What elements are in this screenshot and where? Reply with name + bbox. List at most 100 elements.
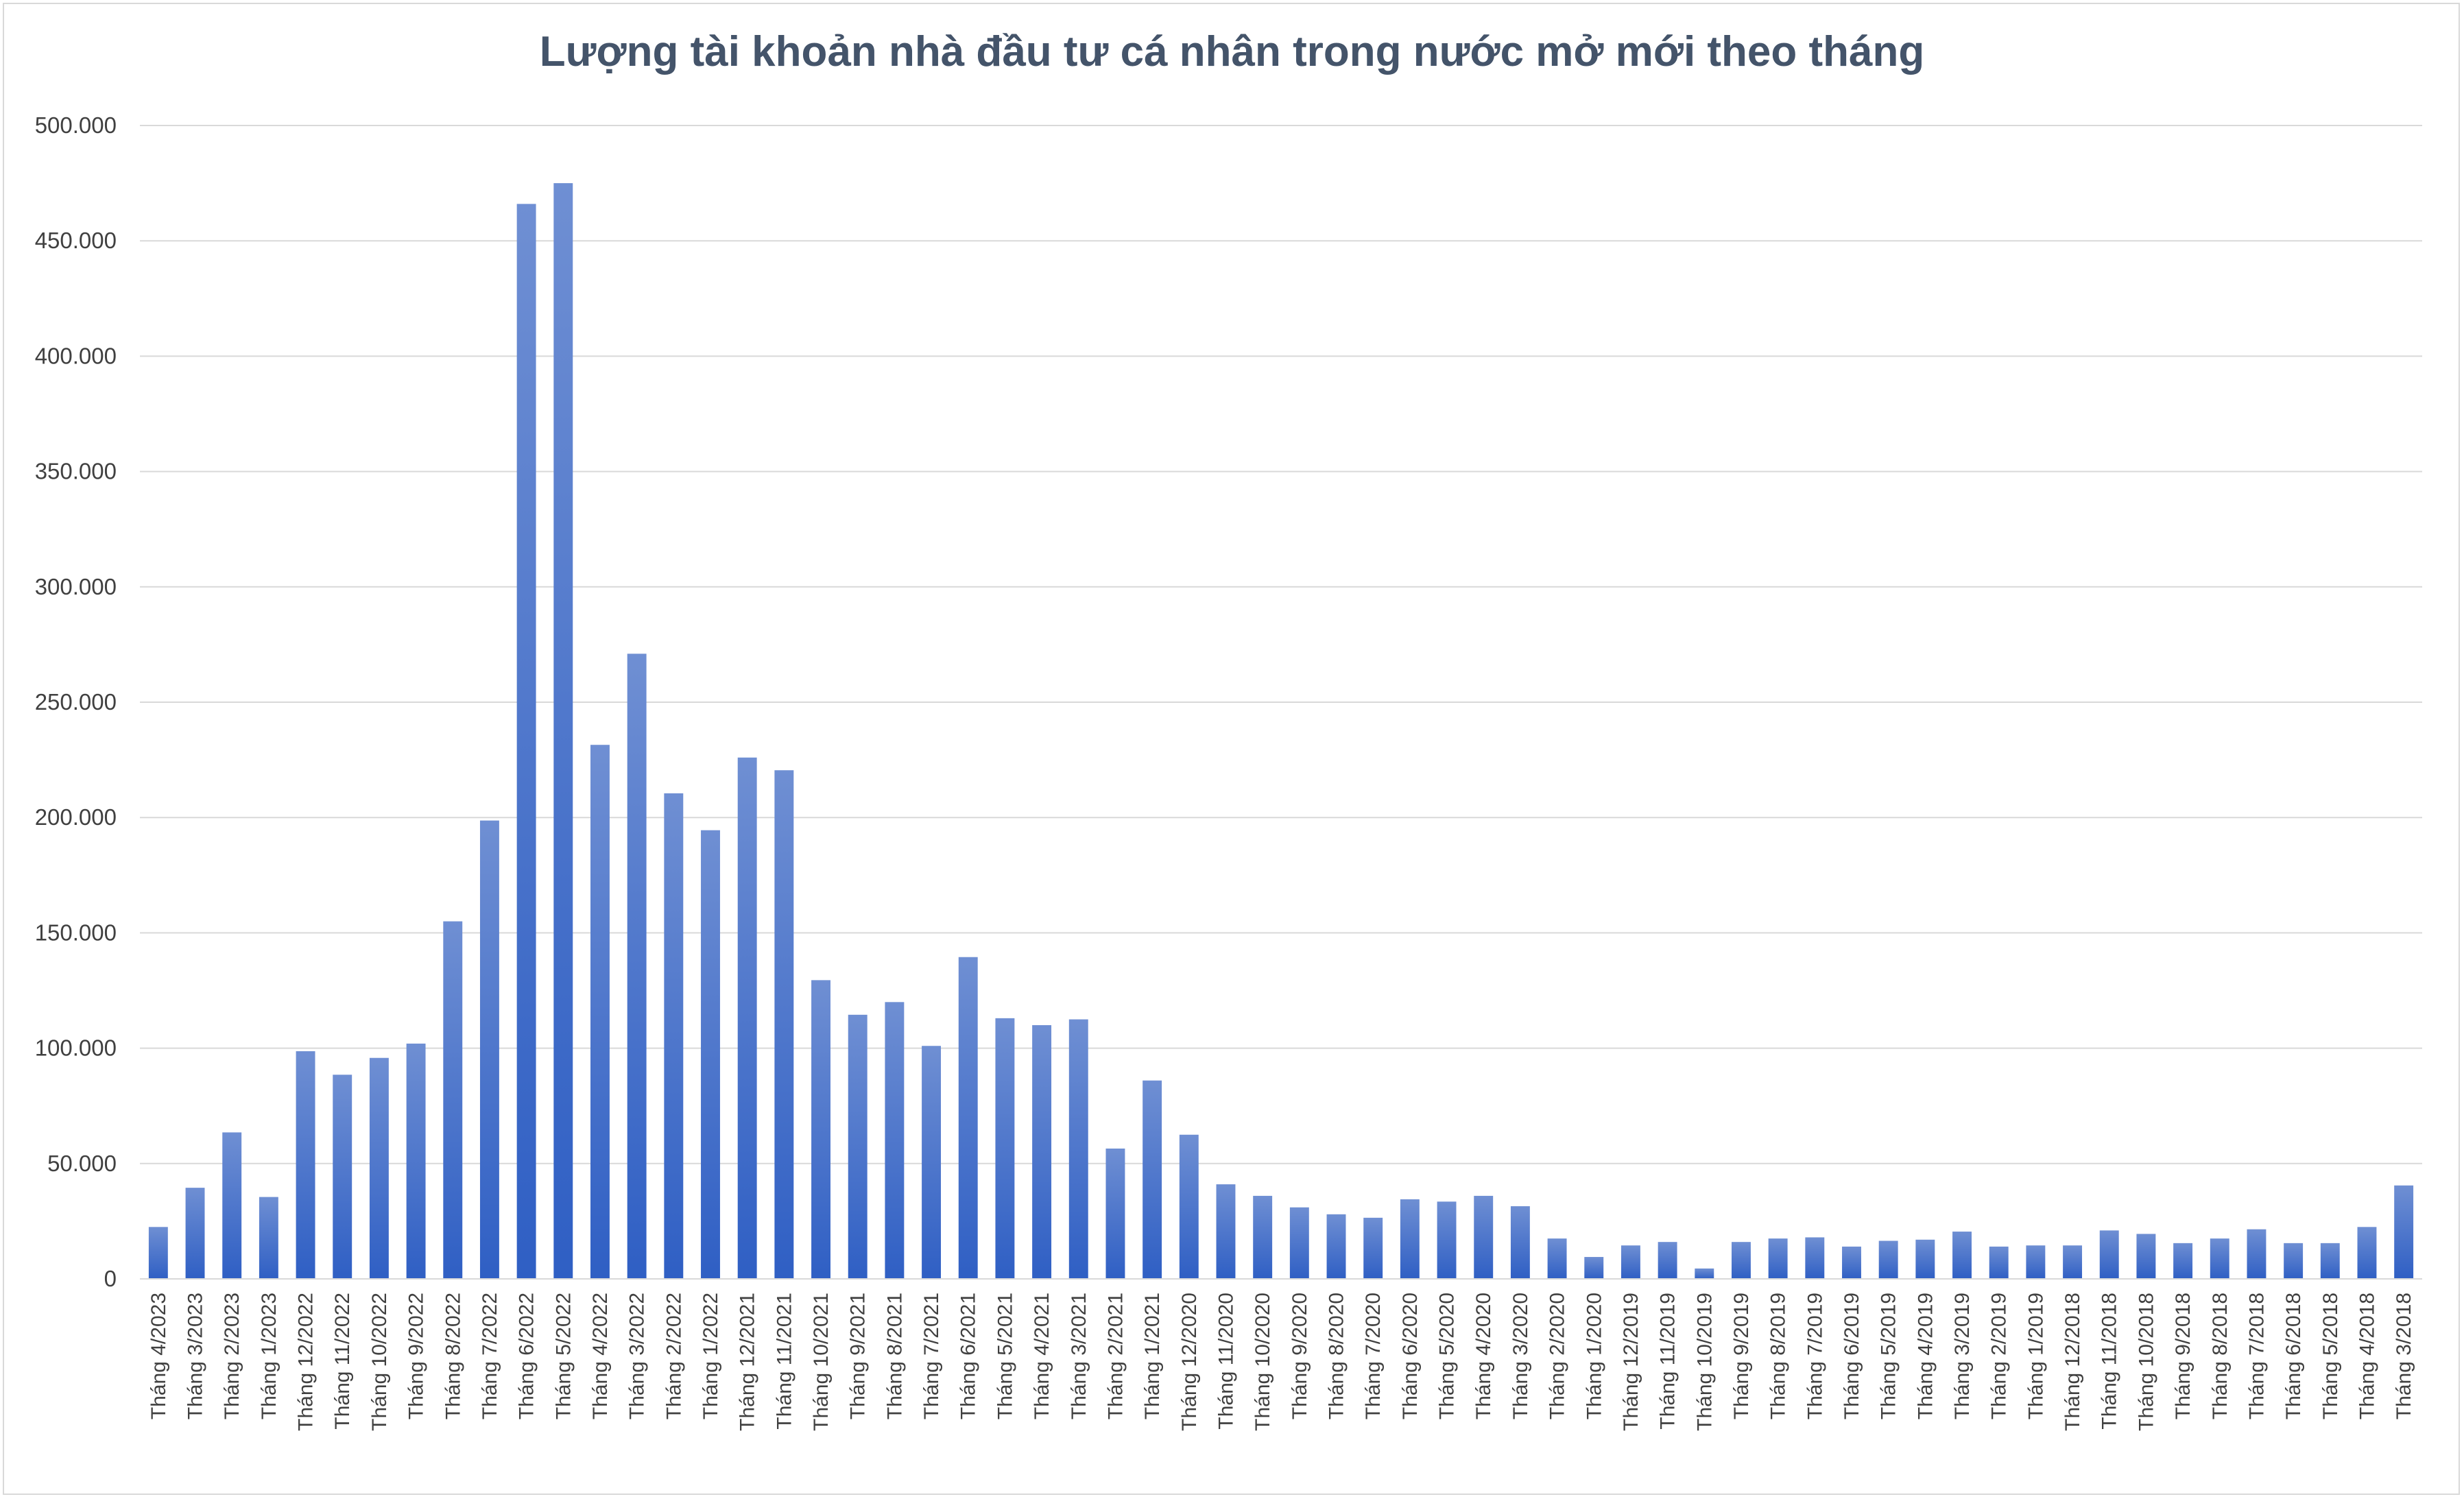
- bar: [1105, 1148, 1125, 1279]
- x-tick-label: Tháng 1/2023: [258, 1293, 280, 1419]
- bar: [664, 793, 684, 1279]
- x-tick-label: Tháng 8/2018: [2209, 1293, 2232, 1419]
- bar: [1474, 1195, 1494, 1279]
- chart-title: Lượng tài khoản nhà đầu tư cá nhân trong…: [539, 28, 1925, 75]
- x-tick-label: Tháng 1/2019: [2024, 1293, 2047, 1419]
- x-tick-label: Tháng 5/2021: [994, 1293, 1016, 1419]
- bar: [1547, 1238, 1567, 1279]
- bar: [1805, 1237, 1825, 1279]
- x-tick-label: Tháng 7/2019: [1804, 1293, 1826, 1419]
- x-tick-label: Tháng 7/2018: [2245, 1293, 2268, 1419]
- bar: [1510, 1206, 1530, 1279]
- x-tick-label: Tháng 3/2019: [1951, 1293, 1974, 1419]
- x-tick-label: Tháng 3/2020: [1509, 1293, 1532, 1419]
- x-tick-label: Tháng 1/2022: [699, 1293, 722, 1419]
- bar: [1952, 1232, 1972, 1279]
- bar: [369, 1057, 389, 1279]
- bar: [148, 1227, 168, 1279]
- y-tick-label: 300.000: [35, 574, 117, 599]
- x-tick-label: Tháng 11/2022: [331, 1293, 354, 1430]
- bar: [1143, 1080, 1162, 1279]
- x-tick-label: Tháng 5/2022: [552, 1293, 575, 1419]
- bar: [1695, 1268, 1714, 1279]
- x-tick-label: Tháng 9/2019: [1730, 1293, 1753, 1419]
- x-tick-label: Tháng 1/2020: [1583, 1293, 1605, 1419]
- y-axis: 0 50.000 100.000 150.000 200.000 250.000 300.0…: [35, 112, 117, 1291]
- bar: [1620, 1245, 1640, 1279]
- x-tick-label: Tháng 3/2023: [184, 1293, 207, 1419]
- x-tick-label: Tháng 6/2020: [1399, 1293, 1422, 1419]
- bar: [922, 1046, 942, 1279]
- y-tick-label: 450.000: [35, 228, 117, 253]
- x-tick-label: Tháng 8/2019: [1767, 1293, 1790, 1419]
- bar: [1400, 1199, 1420, 1279]
- bar: [1768, 1238, 1788, 1279]
- bars: [148, 183, 2414, 1280]
- bar: [1289, 1207, 1309, 1279]
- bar: [553, 183, 573, 1280]
- x-tick-label: Tháng 11/2020: [1215, 1293, 1237, 1430]
- x-tick-label: Tháng 11/2018: [2098, 1293, 2121, 1430]
- bar: [333, 1075, 352, 1279]
- x-tick-label: Tháng 11/2021: [773, 1293, 796, 1430]
- x-tick-label: Tháng 8/2021: [883, 1293, 906, 1419]
- x-tick-label: Tháng 3/2022: [626, 1293, 649, 1419]
- x-tick-label: Tháng 2/2020: [1546, 1293, 1569, 1419]
- bar: [958, 957, 978, 1279]
- bar: [222, 1132, 242, 1279]
- bar: [1363, 1217, 1383, 1279]
- x-tick-label: Tháng 10/2021: [810, 1293, 833, 1431]
- x-tick-label: Tháng 12/2020: [1178, 1293, 1201, 1431]
- bar: [1326, 1214, 1346, 1279]
- bar: [1437, 1201, 1457, 1279]
- bar: [1253, 1195, 1273, 1279]
- x-tick-label: Tháng 11/2019: [1657, 1293, 1679, 1430]
- x-tick-label: Tháng 7/2020: [1362, 1293, 1385, 1419]
- x-tick-label: Tháng 4/2022: [589, 1293, 612, 1419]
- x-tick-label: Tháng 4/2018: [2356, 1293, 2378, 1419]
- y-tick-label: 0: [104, 1266, 117, 1291]
- bar: [443, 921, 463, 1279]
- bar: [2284, 1243, 2304, 1279]
- x-tick-label: Tháng 6/2022: [516, 1293, 538, 1419]
- bar: [885, 1002, 905, 1279]
- x-tick-label: Tháng 9/2018: [2172, 1293, 2194, 1419]
- bar: [1842, 1246, 1861, 1279]
- x-tick-label: Tháng 6/2018: [2282, 1293, 2305, 1419]
- x-tick-label: Tháng 2/2021: [1104, 1293, 1127, 1419]
- x-tick-label: Tháng 12/2022: [295, 1293, 318, 1431]
- bar: [406, 1043, 426, 1279]
- x-tick-label: Tháng 10/2019: [1693, 1293, 1716, 1431]
- bar: [1989, 1246, 2009, 1279]
- x-tick-label: Tháng 7/2021: [920, 1293, 943, 1419]
- bar: [774, 770, 794, 1279]
- x-tick-label: Tháng 12/2018: [2061, 1293, 2084, 1431]
- bar: [259, 1197, 278, 1279]
- x-tick-label: Tháng 4/2021: [1031, 1293, 1053, 1419]
- bar: [1584, 1257, 1604, 1279]
- bar: [2320, 1243, 2340, 1279]
- y-tick-label: 150.000: [35, 920, 117, 945]
- x-tick-label: Tháng 12/2021: [737, 1293, 759, 1431]
- y-tick-label: 350.000: [35, 459, 117, 484]
- bar: [590, 745, 610, 1279]
- x-axis: Tháng 4/2023 Tháng 3/2023 Tháng 2/2023 Thán…: [140, 1278, 2422, 1431]
- x-tick-label: Tháng 4/2019: [1914, 1293, 1937, 1419]
- x-tick-label: Tháng 10/2022: [368, 1293, 391, 1431]
- bar: [185, 1188, 205, 1279]
- bar: [2247, 1229, 2266, 1279]
- bar: [811, 980, 830, 1279]
- y-tick-label: 100.000: [35, 1035, 117, 1061]
- bar: [2394, 1185, 2414, 1279]
- x-tick-label: Tháng 3/2021: [1068, 1293, 1090, 1419]
- x-tick-label: Tháng 7/2022: [479, 1293, 501, 1419]
- x-tick-label: Tháng 1/2021: [1141, 1293, 1164, 1419]
- bar: [2099, 1230, 2119, 1279]
- bar: [2026, 1245, 2046, 1279]
- bar: [1216, 1184, 1236, 1279]
- x-tick-label: Tháng 2/2022: [662, 1293, 685, 1419]
- y-tick-label: 400.000: [35, 343, 117, 368]
- x-tick-label: Tháng 6/2019: [1841, 1293, 1863, 1419]
- bar: [516, 204, 536, 1280]
- x-tick-label: Tháng 12/2019: [1620, 1293, 1642, 1431]
